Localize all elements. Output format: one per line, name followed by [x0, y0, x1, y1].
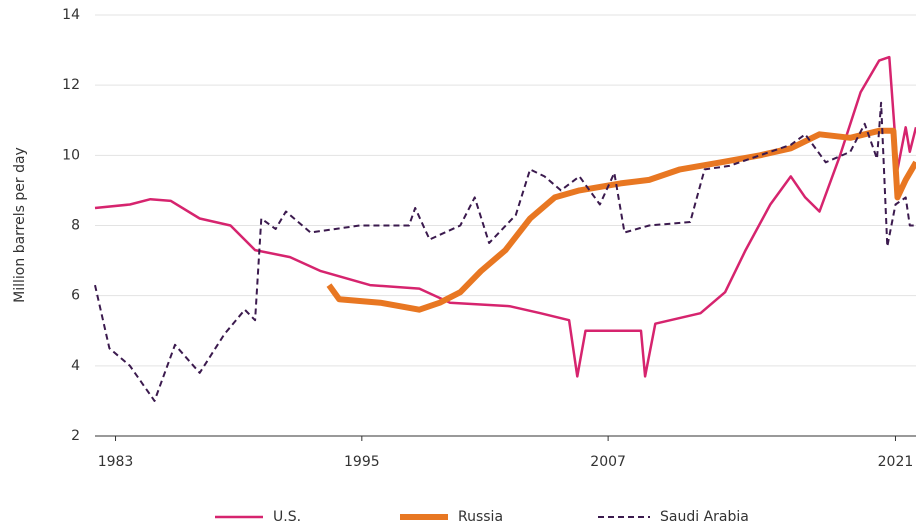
x-tick-label: 1995: [344, 454, 380, 470]
y-axis-label: Million barrels per day: [12, 147, 28, 303]
legend-label: U.S.: [273, 509, 301, 525]
legend-label: Russia: [458, 509, 503, 525]
legend-label: Saudi Arabia: [660, 509, 749, 525]
series-line: [326, 127, 916, 313]
y-tick-label: 4: [71, 358, 80, 374]
series-line: [94, 101, 916, 402]
y-tick-label: 12: [62, 77, 80, 93]
y-tick-label: 10: [62, 147, 80, 163]
x-tick-label: 2007: [590, 454, 626, 470]
y-tick-label: 2: [71, 428, 80, 444]
y-tick-label: 14: [62, 7, 80, 23]
x-tick-label: 2021: [878, 454, 914, 470]
y-tick-label: 8: [71, 218, 80, 234]
x-tick-label: 1983: [98, 454, 134, 470]
y-tick-label: 6: [71, 288, 80, 304]
series-line: [94, 55, 916, 378]
